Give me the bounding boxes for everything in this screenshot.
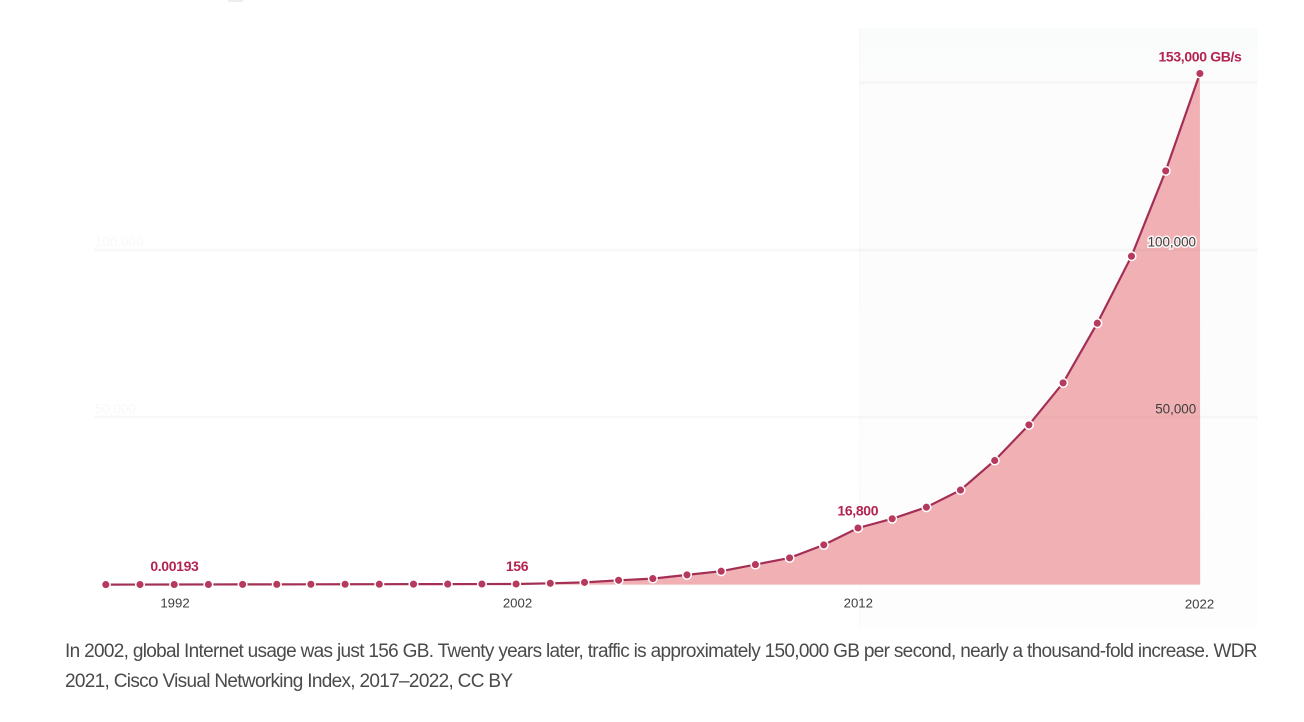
- svg-text:1992: 1992: [160, 596, 189, 611]
- svg-text:0.00193: 0.00193: [150, 558, 199, 574]
- svg-text:50,000: 50,000: [1155, 401, 1196, 416]
- svg-text:50,000: 50,000: [95, 401, 136, 416]
- svg-text:2022: 2022: [1185, 597, 1214, 612]
- svg-text:153,000 GB/s: 153,000 GB/s: [1159, 49, 1243, 65]
- svg-text:156: 156: [506, 558, 529, 574]
- svg-text:2002: 2002: [503, 596, 532, 611]
- svg-text:100,000: 100,000: [95, 234, 143, 249]
- svg-text:16,800: 16,800: [837, 503, 878, 519]
- svg-text:2012: 2012: [844, 596, 873, 611]
- svg-text:100,000: 100,000: [1148, 234, 1196, 249]
- svg-text:100,000: 100,000: [1148, 234, 1196, 249]
